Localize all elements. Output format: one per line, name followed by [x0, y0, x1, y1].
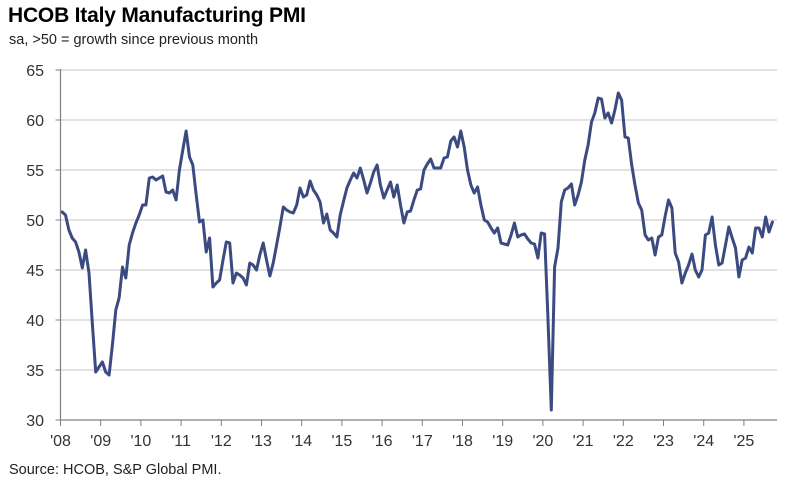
chart-source: Source: HCOB, S&P Global PMI. [9, 462, 222, 478]
x-axis: '08 '09 '10 '11 '12 '13 '14 '15 '16 '17 '18 '19 '20 '… [50, 69, 777, 450]
x-tick-label: '19 [492, 433, 513, 450]
y-tick-label: 55 [26, 163, 44, 180]
x-tick-label: '08 [50, 433, 71, 450]
series-pmi [60, 91, 774, 412]
x-tick-label: '22 [613, 433, 634, 450]
x-tick-label: '21 [573, 433, 594, 450]
x-tick-label: '09 [90, 433, 111, 450]
y-tick-label: 50 [26, 213, 44, 230]
x-tick-label: '18 [452, 433, 473, 450]
x-tick-label: '14 [291, 433, 312, 450]
x-tick-label: '24 [693, 433, 714, 450]
x-tick-label: '25 [733, 433, 754, 450]
x-tick-label: '12 [211, 433, 232, 450]
y-tick-label: 35 [26, 363, 44, 380]
x-tick-label: '23 [653, 433, 674, 450]
series-line [60, 91, 774, 412]
y-tick-label: 65 [26, 63, 44, 80]
x-tick-label: '13 [251, 433, 272, 450]
x-tick-label: '17 [412, 433, 433, 450]
y-tick-label: 45 [26, 263, 44, 280]
x-tick-label: '20 [532, 433, 553, 450]
y-tick-label: 40 [26, 313, 44, 330]
x-tick-label: '16 [372, 433, 393, 450]
y-axis-ticks: 30 35 40 45 50 55 60 65 [26, 63, 61, 430]
x-tick-label: '10 [130, 433, 151, 450]
gridlines [60, 69, 777, 371]
y-tick-label: 30 [26, 413, 44, 430]
chart-title: HCOB Italy Manufacturing PMI [8, 4, 306, 27]
y-tick-label: 60 [26, 113, 44, 130]
chart-subtitle: sa, >50 = growth since previous month [9, 32, 259, 48]
x-tick-label: '11 [171, 433, 191, 450]
x-tick-label: '15 [331, 433, 352, 450]
